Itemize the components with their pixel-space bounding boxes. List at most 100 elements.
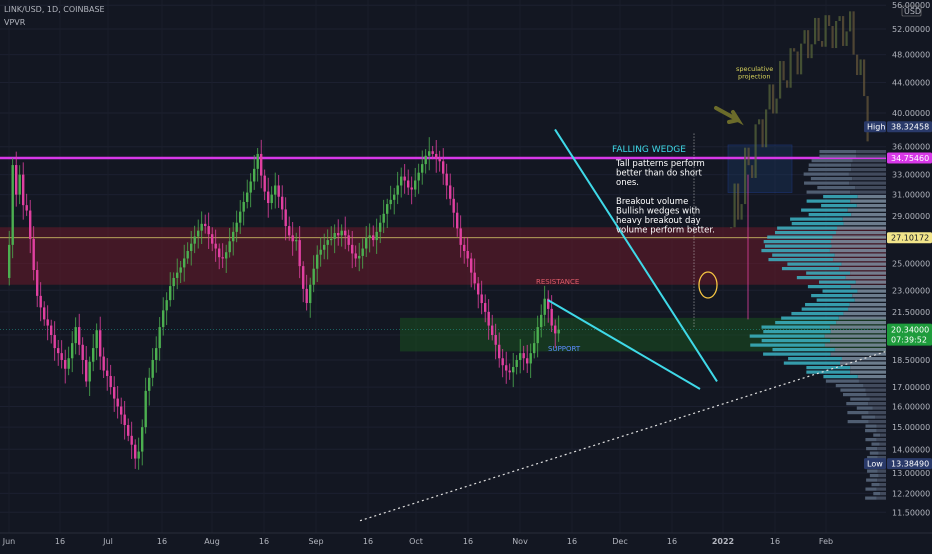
candle-body <box>158 327 161 349</box>
chart-annotations: FALLING WEDGE Tall patterns performbetter… <box>536 65 773 353</box>
low-value-tag-bg <box>887 458 932 470</box>
candle-body <box>522 353 525 359</box>
vp-bar-down <box>832 235 886 239</box>
indicator-label[interactable]: VPVR <box>4 18 26 27</box>
falling-wedge[interactable] <box>359 128 887 522</box>
x-tick-label: 16 <box>55 537 65 546</box>
high-value-tag-bg <box>887 121 932 133</box>
candle-body <box>459 228 462 245</box>
vp-bar-up <box>819 150 857 154</box>
y-tick-label: 16.00000 <box>892 402 930 411</box>
low-label-bg <box>864 458 886 470</box>
candle-body <box>92 348 95 362</box>
vp-bar-up <box>807 285 851 289</box>
candle-body <box>323 244 326 250</box>
price-axis[interactable]: 56.0000052.0000048.0000044.0000040.00000… <box>886 0 932 533</box>
x-tick-label: 16 <box>770 537 780 546</box>
vp-bar-up <box>871 483 880 487</box>
candle-body <box>421 164 424 173</box>
vp-bar-down <box>850 199 886 203</box>
candle-body <box>260 153 263 176</box>
projection-candle <box>744 147 747 205</box>
candle-body <box>200 223 203 231</box>
currency-label: USD <box>904 7 921 16</box>
vp-bar-up <box>781 267 840 271</box>
candle-body <box>39 295 42 308</box>
candle-body <box>386 204 389 214</box>
vp-bar-down <box>877 469 886 473</box>
y-tick-label: 40.00000 <box>892 109 930 118</box>
vp-bar-up <box>835 384 864 388</box>
candle-body <box>326 240 329 245</box>
candle-body <box>253 168 256 182</box>
candle-body <box>256 153 259 169</box>
candle-body <box>85 359 88 382</box>
vp-bar-up <box>865 438 877 442</box>
candle-body <box>557 329 560 334</box>
y-tick-label: 18.50000 <box>892 356 930 365</box>
candle-body <box>32 238 35 271</box>
y-tick-label: 29.00000 <box>892 212 930 221</box>
candle-body <box>95 330 98 349</box>
vp-bar-down <box>868 402 886 406</box>
candle-body <box>11 165 14 245</box>
vp-bar-up <box>806 366 851 370</box>
candle-body <box>78 327 81 345</box>
vp-bar-up <box>865 487 877 491</box>
vp-bar-down <box>880 433 886 437</box>
candle-body <box>116 398 119 407</box>
vp-bar-up <box>846 402 869 406</box>
vp-bar-up <box>801 208 848 212</box>
projection-candle <box>775 98 778 114</box>
vp-bar-down <box>830 352 886 356</box>
vp-bar-up <box>819 154 857 158</box>
vp-bar-up <box>750 343 825 347</box>
vp-bar-up <box>817 186 856 190</box>
candles[interactable] <box>8 137 749 470</box>
vp-bar-down <box>824 334 886 338</box>
symbol-title[interactable]: LINK/USD, 1D, COINBASE <box>4 5 105 14</box>
candle-body <box>344 230 347 236</box>
candle-body <box>396 185 399 195</box>
breakout-highlight-circle <box>698 271 718 299</box>
vp-bar-up <box>806 199 851 203</box>
candle-body <box>330 238 333 241</box>
vp-bar-down <box>851 213 886 217</box>
x-tick-label: Dec <box>612 537 627 546</box>
vp-bar-up <box>861 415 875 419</box>
vp-bar-down <box>876 496 886 500</box>
candle-body <box>435 153 438 159</box>
vp-bar-down <box>843 222 886 226</box>
candle-body <box>281 196 284 210</box>
vp-bar-up <box>796 276 846 280</box>
candle-body <box>246 192 249 202</box>
projection-candle <box>838 16 841 22</box>
high-label: High <box>867 123 885 132</box>
projection-candle <box>817 17 820 42</box>
y-tick-label: 44.00000 <box>892 78 930 87</box>
vp-bar-up <box>811 294 853 298</box>
candle-body <box>305 288 308 304</box>
candle-body <box>484 303 487 312</box>
candle-body <box>498 344 501 359</box>
projection-candle <box>733 183 736 228</box>
time-axis[interactable]: Jun 16 Jul 16 Aug 16 Sep 16 Oct 16 Nov 16 Dec 16 2022 1… <box>0 532 932 546</box>
candle-body <box>340 230 343 236</box>
vp-bar-down <box>854 298 886 302</box>
candle-body <box>148 377 151 391</box>
projection-candle <box>856 54 859 76</box>
vp-bar-up <box>867 456 878 460</box>
vp-bar-up <box>790 217 843 221</box>
vp-bar-up <box>806 370 851 374</box>
candle-body <box>60 353 63 360</box>
vp-bar-down <box>855 280 886 284</box>
y-tick-label: 12.20000 <box>892 489 930 498</box>
x-tick-label: 2022 <box>712 537 734 546</box>
candle-body <box>211 234 214 244</box>
vp-bar-up <box>761 325 830 329</box>
candle-body <box>438 158 441 162</box>
vp-bar-up <box>843 393 867 397</box>
vp-bar-up <box>865 496 877 500</box>
